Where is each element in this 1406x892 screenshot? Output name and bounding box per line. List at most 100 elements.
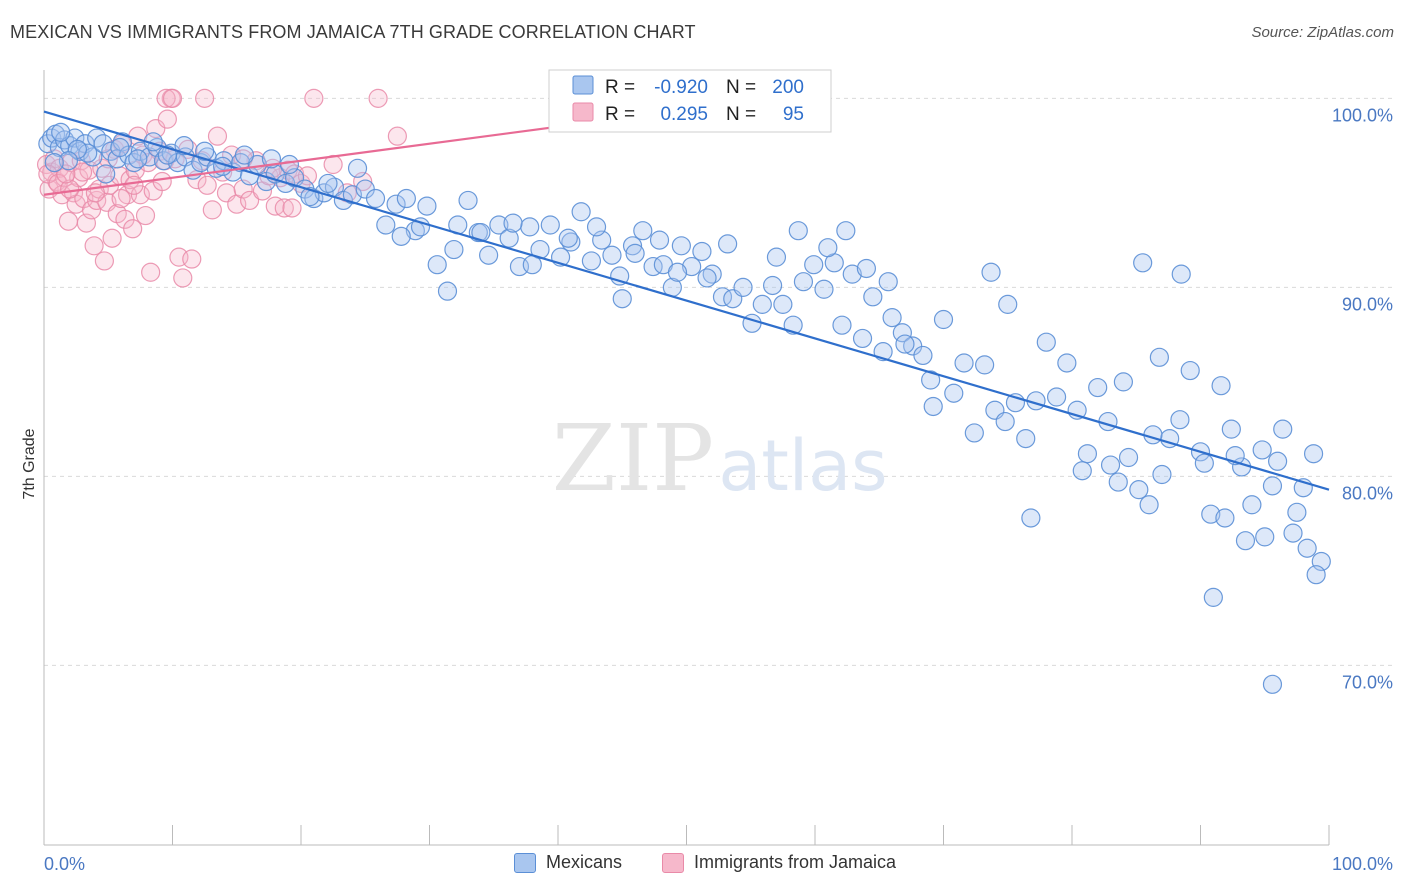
data-point-mexicans [347, 158, 368, 178]
data-point-mexicans [1297, 538, 1317, 558]
data-point-mexicans [586, 217, 607, 237]
data-point-mexicans [995, 411, 1015, 432]
data-point-mexicans [622, 236, 643, 256]
data-point-mexicans [964, 423, 984, 443]
data-point-mexicans [174, 136, 194, 156]
data-point-mexicans [1046, 387, 1067, 407]
data-point-jamaica [304, 88, 324, 108]
data-point-mexicans [1242, 495, 1262, 515]
data-point-mexicans [128, 149, 148, 169]
data-point-mexicans [852, 328, 873, 349]
data-point-mexicans [842, 264, 862, 284]
data-point-mexicans [1016, 428, 1036, 449]
legend-n-value: 95 [783, 104, 804, 125]
legend-swatch-jamaica [662, 852, 684, 873]
data-point-mexicans [410, 217, 431, 237]
data-point-mexicans [1171, 264, 1191, 284]
data-point-mexicans [1152, 464, 1172, 485]
data-point-mexicans [1283, 523, 1303, 543]
data-point-mexicans [522, 255, 542, 275]
data-point-mexicans [773, 294, 793, 314]
data-point-mexicans [1267, 451, 1288, 471]
data-point-mexicans [376, 215, 396, 235]
legend-r-value: -0.920 [654, 77, 708, 98]
data-point-mexicans [612, 289, 632, 309]
data-point-mexicans [1235, 531, 1256, 551]
data-point-jamaica [162, 88, 183, 108]
data-point-mexicans [718, 234, 738, 254]
data-point-mexicans [649, 230, 670, 250]
x-tick-labels: 0.0% 100.0% [44, 854, 1393, 874]
data-point-jamaica [240, 190, 260, 211]
data-point-mexicans [766, 247, 787, 267]
data-point-mexicans [1088, 377, 1108, 398]
x-tick-label: 100.0% [1332, 854, 1393, 874]
data-point-mexicans [83, 147, 103, 167]
data-point-mexicans [697, 268, 717, 288]
data-point-mexicans [1252, 440, 1272, 460]
data-point-mexicans [479, 245, 499, 265]
data-point-mexicans [981, 262, 1001, 282]
data-point-jamaica [368, 88, 388, 108]
data-point-jamaica [72, 162, 93, 182]
data-point-mexicans [1118, 447, 1139, 468]
data-point-mexicans [1221, 419, 1241, 439]
data-point-mexicans [814, 279, 834, 299]
data-point-mexicans [1133, 253, 1153, 273]
data-point-mexicans [58, 151, 79, 171]
data-point-mexicans [836, 221, 856, 241]
data-point-mexicans [1077, 444, 1098, 464]
legend-frame [548, 69, 832, 133]
data-point-mexicans [975, 355, 995, 375]
data-point-mexicans [581, 251, 602, 271]
data-point-mexicans [1203, 587, 1223, 607]
data-point-jamaica [84, 236, 104, 256]
legend-item-jamaica: Immigrants from Jamaica [662, 852, 896, 873]
data-point-mexicans [396, 188, 416, 209]
data-point-jamaica [124, 175, 144, 195]
bottom-legend: Mexicans Immigrants from Jamaica [0, 852, 1406, 876]
data-point-jamaica [152, 171, 172, 192]
data-point-mexicans [762, 275, 783, 296]
data-point-mexicans [1215, 508, 1235, 528]
data-point-mexicans [671, 236, 691, 256]
data-point-mexicans [1057, 353, 1077, 373]
legend-label-mexicans: Mexicans [546, 852, 623, 872]
data-point-mexicans [234, 145, 255, 165]
data-point-mexicans [1143, 425, 1163, 445]
legend-n-label: N = [726, 77, 756, 98]
data-point-mexicans [1021, 508, 1041, 528]
data-point-mexicans [1149, 347, 1169, 367]
data-point-mexicans [882, 308, 902, 328]
data-point-mexicans [856, 258, 877, 279]
legend-swatch-jamaica [572, 102, 594, 122]
data-point-mexicans [1170, 410, 1190, 430]
data-point-mexicans [520, 217, 540, 237]
data-point-mexicans [832, 315, 852, 335]
data-point-mexicans [1108, 472, 1128, 492]
trend-line-mexicans [43, 110, 1330, 491]
data-point-mexicans [1180, 360, 1200, 381]
legend-label-jamaica: Immigrants from Jamaica [694, 852, 897, 872]
y-tick-label: 70.0% [1342, 672, 1393, 692]
data-point-jamaica [111, 188, 131, 209]
y-tick-label: 90.0% [1342, 294, 1393, 314]
data-point-mexicans [895, 334, 915, 354]
data-point-mexicans [1303, 444, 1324, 464]
data-point-mexicans [954, 353, 974, 373]
data-point-mexicans [1262, 476, 1283, 496]
data-point-mexicans [667, 262, 688, 282]
data-point-jamaica [282, 198, 302, 218]
data-point-mexicans [365, 188, 386, 209]
data-point-mexicans [998, 294, 1018, 314]
data-point-mexicans [1211, 376, 1231, 396]
data-point-mexicans [863, 287, 883, 307]
legend-n-value: 200 [772, 77, 804, 98]
watermark-atlas: atlas [718, 425, 887, 507]
legend-swatch-mexicans [514, 852, 536, 873]
data-point-mexicans [1139, 495, 1159, 515]
data-point-mexicans [1036, 332, 1056, 352]
data-point-mexicans [78, 143, 98, 163]
data-point-jamaica [141, 262, 161, 282]
data-point-jamaica [202, 200, 222, 220]
